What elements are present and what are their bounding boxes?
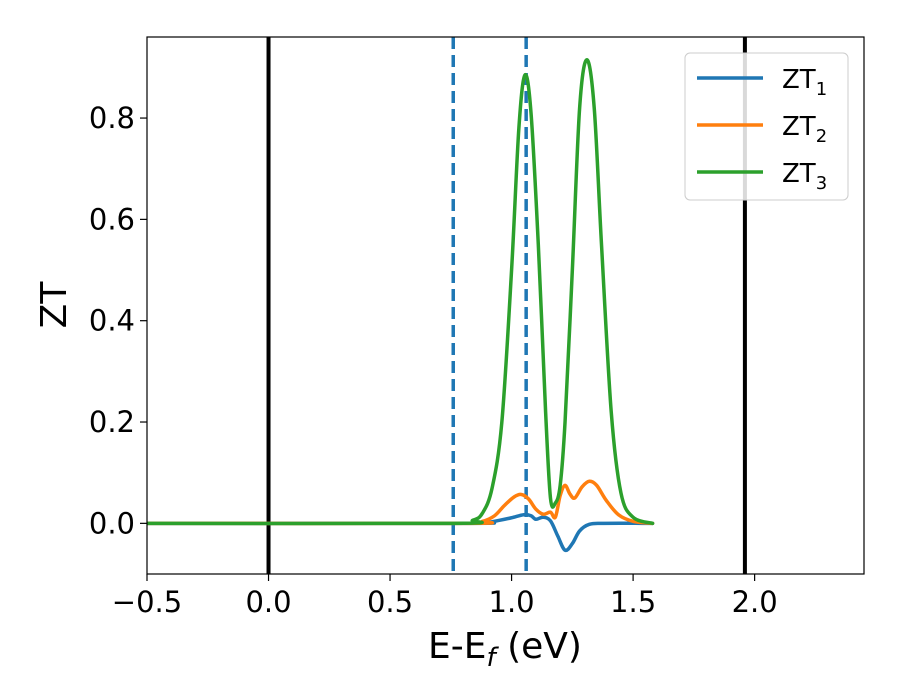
y-tick-label: 0.8 <box>89 101 135 135</box>
legend-label-zt2: ZT2 <box>782 112 827 147</box>
x-axis: −0.5 0.0 0.5 1.0 1.5 2.0 <box>112 574 778 619</box>
x-tick-label: 1.0 <box>489 585 535 619</box>
x-tick-label: 2.0 <box>732 585 778 619</box>
y-tick-label: 0.6 <box>89 202 135 236</box>
x-tick-label: 0.0 <box>245 585 291 619</box>
legend-label-zt3: ZT3 <box>782 159 827 194</box>
x-axis-title: E-Ef (eV) <box>428 626 582 673</box>
series-line-zt2 <box>147 479 655 526</box>
axes-border <box>146 36 865 575</box>
legend: ZT1 ZT2 ZT3 <box>684 52 849 201</box>
y-axis: 0.0 0.2 0.4 0.6 0.8 <box>89 101 147 540</box>
y-tick-label: 0.0 <box>89 506 135 540</box>
x-tick-label: 1.5 <box>610 585 656 619</box>
legend-box <box>684 52 849 201</box>
x-axis-title-rest: (eV) <box>496 626 582 667</box>
plot-area <box>147 37 747 574</box>
x-axis-title-main: E-E <box>428 626 486 667</box>
y-tick-label: 0.2 <box>89 405 135 439</box>
legend-label-zt1: ZT1 <box>782 65 827 100</box>
y-tick-label: 0.4 <box>89 304 135 338</box>
series-line-zt1 <box>147 512 655 553</box>
x-tick-label: −0.5 <box>112 585 182 619</box>
x-tick-label: 0.5 <box>367 585 413 619</box>
y-axis-title: ZT <box>34 281 75 329</box>
axes-frame <box>146 36 865 575</box>
series-line-zt3 <box>147 58 655 526</box>
